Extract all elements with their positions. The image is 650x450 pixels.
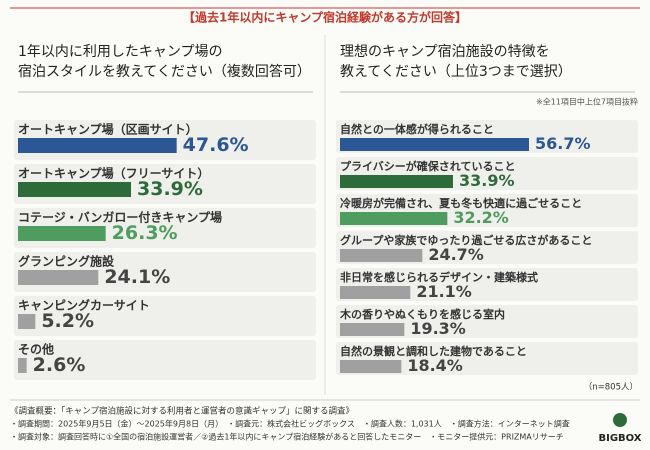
value-label: 32.2% [453, 208, 509, 227]
value-label: 56.7% [535, 134, 591, 153]
bar [18, 138, 177, 153]
value-label: 21.1% [416, 282, 472, 301]
footer-line: 《調査概要：「キャンプ宿泊施設に対する利用者と運営者の意識ギャップ」に関する調査… [10, 406, 354, 417]
note: ※全11項目中上位7項目抜粋 [536, 97, 638, 107]
chart-title: 1年以内に利用したキャンプ場の [18, 44, 223, 60]
chart-title: 教えてください（上位3つまで選択） [340, 64, 572, 80]
sample-size: （n=805人） [584, 382, 638, 393]
value-label: 2.6% [33, 354, 86, 376]
bar [18, 182, 131, 197]
category-label: プライバシーが確保されていること [340, 159, 515, 173]
bar [18, 358, 27, 373]
value-label: 19.3% [410, 319, 466, 338]
header: 【過去1年以内にキャンプ宿泊経験がある方が回答】 [183, 10, 467, 25]
logo: BIGBOX [598, 433, 641, 444]
category-label: コテージ・バンガロー付きキャンプ場 [18, 210, 222, 225]
bar [340, 249, 423, 262]
category-label: グランピング施設 [18, 254, 115, 269]
category-label: 自然の景観と調和した建物であること [340, 344, 527, 358]
row-bg [336, 305, 638, 338]
bar [340, 360, 402, 373]
value-label: 5.2% [41, 310, 94, 332]
category-label: その他 [18, 342, 54, 357]
bar [340, 286, 411, 299]
footer-line: ・調査対象：調査回答時に①全国の宿泊施設運営者／②過去1年以内にキャンプ宿泊経験… [10, 432, 564, 442]
row-bg [14, 340, 316, 380]
value-label: 18.4% [407, 356, 463, 375]
category-label: グループや家族でゆったり過ごせる広さがあること [340, 233, 592, 247]
value-label: 24.7% [428, 245, 484, 264]
row-bg [336, 342, 638, 375]
chart-title: 宿泊スタイルを教えてください（複数回答可） [18, 63, 311, 80]
category-label: 非日常を感じられるデザイン・建築様式 [340, 270, 538, 284]
category-label: オートキャンプ場（フリーサイト） [18, 166, 209, 181]
bar [340, 175, 453, 188]
value-label: 24.1% [104, 266, 170, 288]
category-label: 冷暖房が完備され、夏も冬も快適に過ごせること [340, 196, 582, 210]
bar [340, 212, 448, 225]
row-bg [14, 296, 316, 336]
logo-icon [613, 413, 627, 427]
chart-title: 理想のキャンプ宿泊施設の特徴を [340, 43, 550, 60]
bar [340, 138, 529, 151]
row-bg [336, 268, 638, 301]
footer-line: ・調査期間：2025年9月5日（金）〜2025年9月8日（月） ・調査元：株式会… [10, 419, 570, 429]
category-label: 自然との一体感が得られること [340, 122, 494, 136]
value-label: 47.6% [183, 134, 249, 156]
value-label: 33.9% [137, 178, 203, 200]
value-label: 33.9% [459, 171, 515, 190]
bar [340, 323, 405, 336]
category-label: オートキャンプ場（区画サイト） [18, 122, 198, 137]
bar [18, 270, 99, 285]
bar [18, 314, 36, 329]
bar [18, 226, 106, 241]
value-label: 26.3% [112, 222, 178, 244]
category-label: キャンピングカーサイト [18, 298, 150, 313]
category-label: 木の香りやぬくもりを感じる室内 [339, 307, 505, 321]
